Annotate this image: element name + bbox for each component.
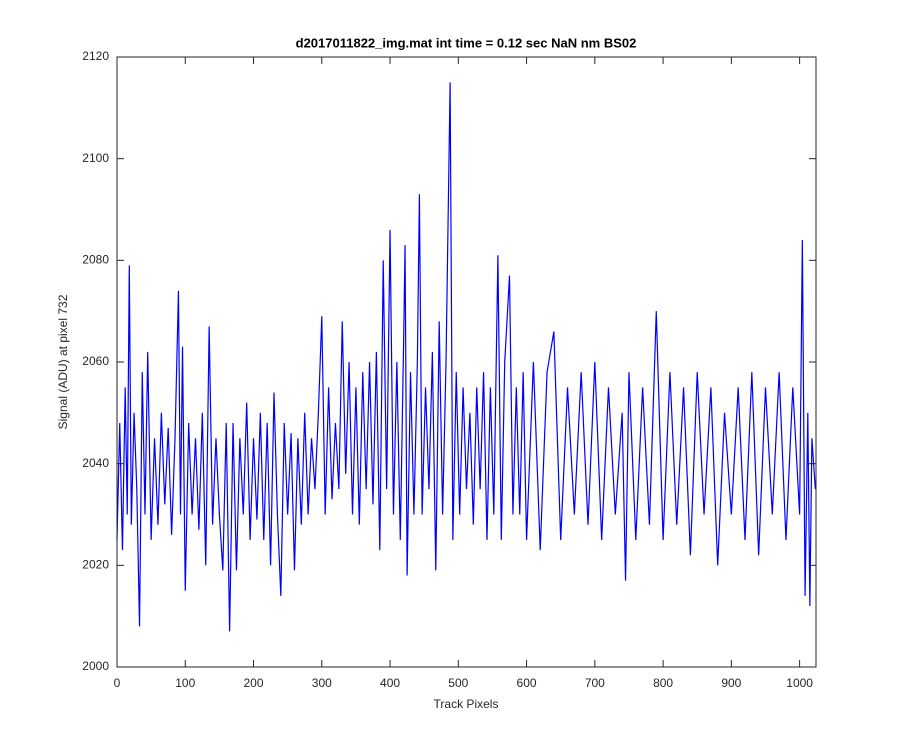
y-tick-label: 2020	[82, 558, 109, 572]
data-line	[116, 82, 816, 632]
axes-box	[116, 56, 817, 668]
x-tick-label: 400	[380, 676, 400, 690]
y-tick-label: 2060	[82, 354, 109, 368]
y-tick-label: 2120	[82, 49, 109, 63]
y-tick-label: 2100	[82, 151, 109, 165]
x-tick-label: 500	[448, 676, 468, 690]
y-tick-label: 2040	[82, 456, 109, 470]
x-tick-label: 900	[721, 676, 741, 690]
y-tick-label: 2000	[82, 659, 109, 673]
y-axis-label: Signal (ADU) at pixel 732	[56, 294, 70, 429]
x-tick-label: 1000	[786, 676, 813, 690]
x-tick-label: 300	[312, 676, 332, 690]
x-tick-label: 800	[653, 676, 673, 690]
x-axis-label: Track Pixels	[434, 697, 499, 711]
chart-title: d2017011822_img.mat int time = 0.12 sec …	[296, 35, 637, 50]
x-tick-label: 0	[114, 676, 121, 690]
y-tick-label: 2080	[82, 253, 109, 267]
x-tick-label: 100	[175, 676, 195, 690]
x-tick-label: 200	[244, 676, 264, 690]
x-tick-label: 600	[517, 676, 537, 690]
x-tick-label: 700	[585, 676, 605, 690]
